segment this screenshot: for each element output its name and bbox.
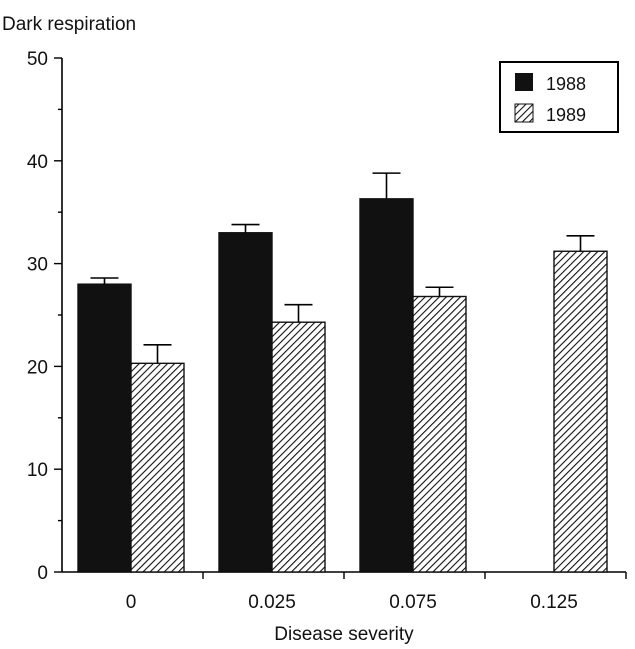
legend-label-1989: 1989 xyxy=(546,105,586,125)
bar-1989-0 xyxy=(130,362,185,573)
bar-1989-0.025 xyxy=(271,321,326,573)
y-tick-label: 40 xyxy=(27,152,48,173)
legend-swatch-1989 xyxy=(514,103,534,123)
error-bars xyxy=(90,172,595,364)
legend-label-1988: 1988 xyxy=(546,74,586,94)
y-ticks: 0 10 20 30 40 50 xyxy=(27,49,62,584)
bar-1989-0.125 xyxy=(553,250,608,573)
legend-swatch-1988 xyxy=(515,73,533,91)
x-tick-label: 0 xyxy=(126,592,137,613)
x-ticks: 0 0.025 0.075 0.125 xyxy=(126,572,627,613)
y-tick-label: 0 xyxy=(37,563,48,584)
y-tick-label: 50 xyxy=(27,49,48,70)
y-tick-label: 10 xyxy=(27,460,48,481)
y-tick-label: 20 xyxy=(27,357,48,378)
y-tick-label: 30 xyxy=(27,255,48,276)
x-axis-label: Disease severity xyxy=(274,624,414,644)
bar-1988-0.025 xyxy=(218,232,273,573)
y-axis-label: Dark respiration xyxy=(2,14,136,35)
x-tick-label: 0.125 xyxy=(530,592,578,613)
bar-1988-0.075 xyxy=(359,198,414,573)
bar-1989-0.075 xyxy=(412,295,467,573)
legend: 1988 1989 xyxy=(499,61,619,133)
x-tick-label: 0.075 xyxy=(389,592,437,613)
x-tick-label: 0.025 xyxy=(248,592,296,613)
bars xyxy=(77,198,608,573)
bar-1988-0 xyxy=(77,283,132,573)
